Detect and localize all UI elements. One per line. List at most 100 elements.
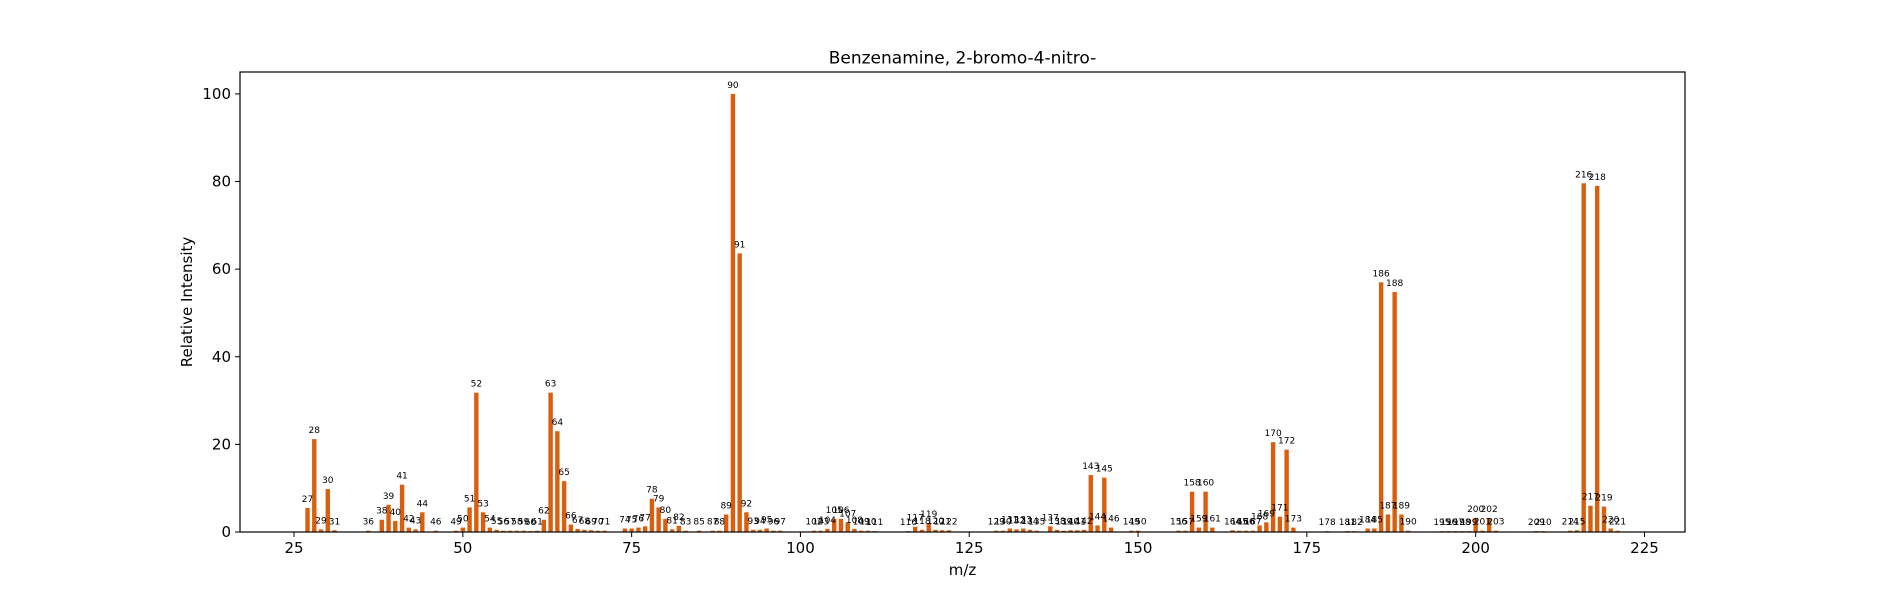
- bar-label-103: 103: [812, 518, 829, 528]
- bar-146: [1108, 527, 1114, 532]
- y-axis: 0 20 40 60 80 100: [202, 85, 240, 541]
- bar-134: [1027, 529, 1033, 532]
- bar-label-209: 209: [1528, 518, 1545, 528]
- bar-label-42: 42: [403, 515, 414, 525]
- bar-58: [514, 530, 520, 532]
- bar-78: [649, 498, 655, 532]
- bar-label-92: 92: [741, 499, 752, 509]
- x-tick-label-125: 125: [955, 539, 984, 557]
- y-tick-label-40: 40: [212, 348, 231, 366]
- bar-54: [487, 527, 493, 532]
- bar-108: [852, 528, 857, 532]
- bar-label-56: 56: [498, 518, 510, 528]
- bar-label-120: 120: [927, 517, 944, 527]
- bar-104: [825, 528, 830, 532]
- bar-label-63: 63: [545, 380, 556, 390]
- bar-53: [480, 512, 486, 532]
- bar-189: [1399, 514, 1404, 532]
- bar-201: [1480, 530, 1485, 532]
- bar-190: [1405, 530, 1411, 532]
- x-tick-label-25: 25: [284, 539, 303, 557]
- bar-107: [845, 522, 850, 532]
- bar-39: [386, 504, 391, 532]
- bar-89: [723, 514, 729, 532]
- bar-157: [1183, 530, 1188, 532]
- bar-label-149: 149: [1123, 518, 1140, 528]
- bar-label-65: 65: [558, 468, 569, 478]
- bar-label-57: 57: [504, 518, 515, 528]
- bar-169: [1264, 522, 1269, 532]
- bar-46: [433, 530, 439, 532]
- bar-label-38: 38: [376, 507, 388, 517]
- bar-160: [1203, 491, 1208, 532]
- bar-label-74: 74: [619, 516, 631, 526]
- bar-label-170: 170: [1265, 429, 1282, 439]
- bar-label-184: 184: [1359, 516, 1376, 526]
- bar-label-95: 95: [761, 516, 772, 526]
- bar-label-173: 173: [1285, 515, 1302, 525]
- bar-171: [1277, 516, 1283, 532]
- bar-75: [629, 528, 634, 532]
- bar-59: [521, 530, 526, 532]
- bar-137: [1048, 526, 1053, 532]
- x-tick-label-150: 150: [1124, 539, 1153, 557]
- bar-label-116: 116: [900, 518, 917, 528]
- bar-label-81: 81: [666, 516, 677, 526]
- y-tick-label-100: 100: [202, 85, 231, 103]
- bar-label-182: 182: [1346, 518, 1363, 528]
- bar-117: [913, 526, 918, 532]
- bar-74: [622, 528, 628, 532]
- bar-label-220: 220: [1602, 516, 1619, 526]
- bar-141: [1075, 530, 1080, 532]
- bar-label-51: 51: [464, 494, 475, 504]
- bar-label-80: 80: [660, 506, 672, 516]
- bar-140: [1068, 530, 1073, 532]
- x-tick-label-50: 50: [453, 539, 472, 557]
- bar-label-54: 54: [484, 515, 496, 525]
- bar-109: [859, 530, 864, 532]
- bar-label-83: 83: [680, 518, 691, 528]
- bar-95: [764, 528, 769, 532]
- bar-92: [744, 512, 749, 532]
- x-axis-label: m/z: [949, 561, 977, 579]
- bar-185: [1372, 528, 1377, 532]
- bar-145: [1102, 477, 1107, 532]
- bar-135: [1034, 530, 1039, 532]
- bar-label-79: 79: [653, 494, 665, 504]
- bar-label-159: 159: [1190, 515, 1207, 525]
- bar-119: [926, 523, 931, 532]
- bar-label-49: 49: [450, 518, 462, 528]
- bar-label-117: 117: [907, 514, 924, 524]
- bar-label-27: 27: [302, 495, 313, 505]
- x-tick-label-100: 100: [786, 539, 815, 557]
- bar-96: [771, 530, 776, 532]
- bar-150: [1135, 530, 1141, 532]
- bar-label-131: 131: [1001, 516, 1018, 526]
- bar-167: [1250, 530, 1256, 532]
- bar-label-82: 82: [673, 513, 684, 523]
- bar-label-52: 52: [471, 380, 482, 390]
- bar-label-214: 214: [1562, 518, 1579, 528]
- bar-132: [1014, 529, 1019, 532]
- bar-40: [393, 521, 398, 532]
- bar-77: [642, 526, 648, 532]
- bar-65: [561, 481, 567, 532]
- bar-label-36: 36: [363, 518, 375, 528]
- bar-label-67: 67: [572, 516, 583, 526]
- bar-label-219: 219: [1595, 494, 1612, 504]
- bar-94: [757, 529, 763, 532]
- bar-label-171: 171: [1271, 504, 1288, 514]
- bar-214: [1568, 530, 1573, 532]
- bar-label-89: 89: [720, 501, 732, 511]
- bar-label-133: 133: [1015, 516, 1032, 526]
- bar-138: [1054, 529, 1060, 532]
- bar-label-111: 111: [866, 518, 883, 528]
- bar-158: [1189, 491, 1195, 532]
- bar-label-195: 195: [1433, 518, 1450, 528]
- bar-173: [1291, 527, 1296, 532]
- bar-70: [595, 530, 601, 532]
- bar-label-150: 150: [1129, 518, 1146, 528]
- bar-131: [1007, 528, 1012, 532]
